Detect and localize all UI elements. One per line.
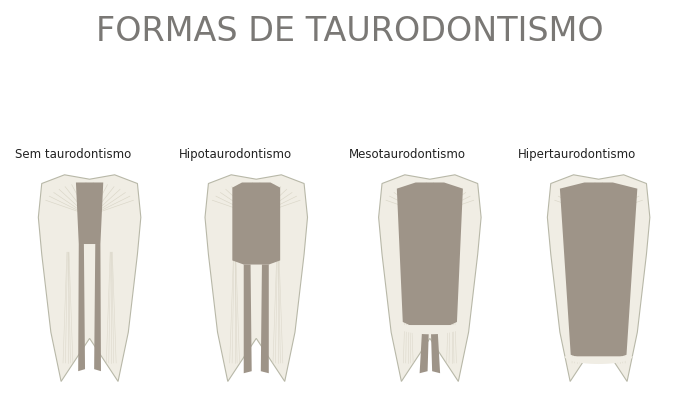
Polygon shape	[560, 182, 637, 363]
Text: Sem taurodontismo: Sem taurodontismo	[15, 148, 132, 161]
Text: FORMAS DE TAURODONTISMO: FORMAS DE TAURODONTISMO	[96, 15, 604, 48]
Polygon shape	[94, 244, 101, 371]
Polygon shape	[232, 182, 280, 264]
Polygon shape	[76, 182, 104, 244]
Polygon shape	[419, 333, 428, 373]
Text: Mesotaurodontismo: Mesotaurodontismo	[349, 148, 466, 161]
Polygon shape	[38, 175, 141, 382]
Polygon shape	[564, 356, 633, 364]
Polygon shape	[261, 264, 269, 373]
Polygon shape	[379, 175, 481, 382]
Polygon shape	[395, 325, 465, 334]
Text: Hipertaurodontismo: Hipertaurodontismo	[518, 148, 636, 161]
Polygon shape	[244, 264, 252, 373]
Polygon shape	[397, 182, 463, 332]
Polygon shape	[78, 244, 85, 371]
Text: Hipotaurodontismo: Hipotaurodontismo	[178, 148, 292, 161]
Polygon shape	[205, 175, 307, 382]
Polygon shape	[431, 333, 440, 373]
Polygon shape	[547, 175, 650, 382]
